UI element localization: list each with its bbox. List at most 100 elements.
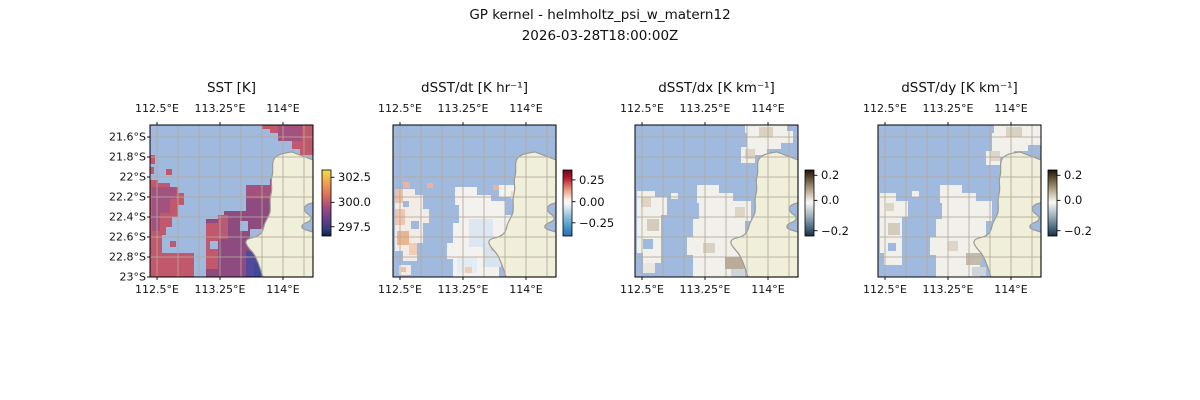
land-polygon — [488, 151, 557, 278]
x-tick-label-top: 112.5°E — [620, 102, 664, 115]
field-patch — [647, 219, 659, 231]
field-patch — [401, 267, 406, 272]
y-tick-label: 22°S — [119, 170, 146, 184]
y-tick-label: 22.6°S — [109, 230, 146, 244]
field-patch — [411, 221, 419, 229]
field-patch — [745, 149, 755, 159]
colorbar-tick-label: 0.0 — [1064, 193, 1083, 208]
colorbar-gradient — [562, 169, 573, 237]
subplot-2-map — [634, 122, 799, 280]
field-patch — [643, 239, 653, 249]
colorbar-tick-label: 0.0 — [821, 193, 840, 208]
field-patch — [397, 231, 409, 245]
field-patch — [886, 203, 894, 211]
field-patch — [240, 221, 248, 231]
field-patch — [166, 169, 172, 175]
x-tick-label-bottom: 114°E — [751, 283, 785, 296]
axes-frame — [634, 124, 799, 278]
field-patch — [218, 215, 228, 239]
field-patch — [972, 267, 986, 276]
colorbar-tick-label: 302.5 — [338, 170, 371, 185]
x-tick-label-top: 114°E — [751, 102, 785, 115]
x-tick-label-top: 112.5°E — [135, 102, 179, 115]
field-patch — [725, 257, 743, 269]
x-tick-label-bottom: 112.5°E — [135, 283, 179, 296]
field-patch — [409, 243, 417, 255]
field-patch — [150, 155, 155, 164]
x-tick-label-top: 114°E — [994, 102, 1028, 115]
land-polygon — [245, 151, 314, 278]
field-patch — [210, 241, 218, 249]
land-polygon — [973, 151, 1042, 278]
field-patch — [403, 201, 409, 207]
y-tick-label: 21.6°S — [109, 130, 146, 144]
y-tick-label: 22.4°S — [109, 210, 146, 224]
field-patch — [395, 189, 403, 203]
field-patch — [888, 243, 896, 251]
figure-title: GP kernel - helmholtz_psi_w_matern12 202… — [0, 5, 1200, 47]
x-tick-label-bottom: 112.5°E — [378, 283, 422, 296]
x-tick-label-bottom: 113.25°E — [922, 283, 974, 296]
y-tick-label: 22.2°S — [109, 190, 146, 204]
colorbar-tick-label: 0.25 — [579, 172, 605, 187]
x-tick-label-top: 113.25°E — [194, 102, 246, 115]
x-tick-label-bottom: 113.25°E — [437, 283, 489, 296]
colorbar-tick-label: 300.0 — [338, 195, 371, 210]
subplot-1-map — [392, 122, 557, 280]
field-patch — [966, 253, 982, 265]
colorbar-gradient — [1047, 169, 1058, 237]
field-patch — [671, 193, 678, 199]
x-tick-label-top: 112.5°E — [863, 102, 907, 115]
colorbar-tick-label: −0.2 — [1064, 223, 1092, 238]
subplot-0-map — [147, 122, 314, 280]
colorbar-gradient — [804, 169, 815, 237]
subplot-3-colorbar — [1047, 169, 1061, 237]
axes-frame — [149, 124, 314, 278]
field-patch — [1006, 127, 1022, 137]
x-tick-label-bottom: 113.25°E — [194, 283, 246, 296]
x-tick-label-bottom: 114°E — [509, 283, 543, 296]
colorbar-tick-label: −0.2 — [821, 223, 849, 238]
y-tick-label: 22.8°S — [109, 250, 146, 264]
subplot-2-title: dSST/dx [K km⁻¹] — [658, 80, 775, 96]
field-patch — [246, 185, 274, 199]
field-patch — [232, 201, 242, 210]
field-patch — [465, 267, 472, 273]
subplot-0-colorbar — [321, 169, 335, 237]
field-patch — [703, 243, 715, 253]
subplot-1-colorbar — [562, 169, 576, 237]
x-tick-label-top: 112.5°E — [378, 102, 422, 115]
x-tick-label-bottom: 112.5°E — [620, 283, 664, 296]
field-patch — [759, 127, 773, 137]
subplot-1-title: dSST/dt [K hr⁻¹] — [421, 80, 528, 96]
field-patch — [152, 187, 176, 231]
x-tick-label-bottom: 114°E — [266, 283, 300, 296]
field-patch — [990, 151, 1000, 161]
subplot-2-colorbar — [804, 169, 818, 237]
land-polygon — [730, 151, 799, 278]
x-tick-label-bottom: 114°E — [994, 283, 1028, 296]
figure-title-line2: 2026-03-28T18:00:00Z — [521, 28, 679, 44]
figure-title-line1: GP kernel - helmholtz_psi_w_matern12 — [469, 7, 731, 23]
colorbar-tick-label: 0.00 — [579, 194, 605, 209]
field-patch — [731, 269, 745, 277]
x-tick-label-top: 114°E — [509, 102, 543, 115]
axes-frame — [392, 124, 557, 278]
colorbar-gradient — [321, 169, 332, 237]
colorbar-tick-label: 297.5 — [338, 219, 371, 234]
field-patch — [403, 182, 410, 188]
field-patch — [641, 197, 651, 207]
x-tick-label-top: 113.25°E — [922, 102, 974, 115]
field-patch — [735, 207, 745, 217]
x-tick-label-top: 113.25°E — [679, 102, 731, 115]
colorbar-tick-label: −0.25 — [579, 215, 615, 230]
field-patch — [427, 183, 433, 188]
field-patch — [493, 185, 499, 190]
y-tick-label: 21.8°S — [109, 150, 146, 164]
subplot-0-title: SST [K] — [206, 80, 257, 96]
field-patch — [150, 167, 154, 174]
x-tick-label-bottom: 113.25°E — [679, 283, 731, 296]
colorbar-tick-label: 0.2 — [1064, 168, 1083, 183]
colorbar-tick-label: 0.2 — [821, 168, 840, 183]
axes-frame — [877, 124, 1042, 278]
